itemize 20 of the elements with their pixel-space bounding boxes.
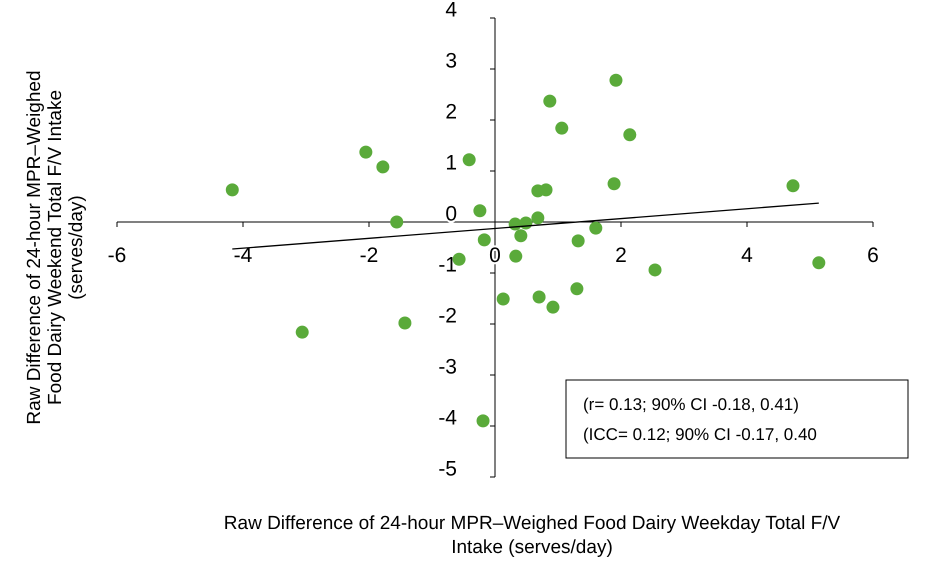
x-tick-label: -4 [234, 244, 253, 267]
x-tick-label: -2 [360, 244, 378, 267]
y-tick-label: -2 [438, 304, 457, 328]
annotation: (r= 0.13; 90% CI -0.18, 0.41) [583, 395, 799, 414]
y-tick-label: -3 [438, 355, 457, 378]
y-tick-label: 2 [445, 100, 457, 124]
x-tick-label: 6 [867, 244, 879, 267]
y-tick-label: -5 [438, 457, 457, 480]
annotation: (ICC= 0.12; 90% CI -0.17, 0.40 [583, 425, 817, 444]
x-tick-label: -6 [108, 244, 126, 267]
y-tick-label: -4 [438, 406, 458, 430]
y-tick-label: 4 [445, 0, 458, 22]
y-tick-label: 1 [445, 151, 457, 174]
y-tick-label: -1 [438, 253, 457, 276]
y-tick-label: 3 [445, 49, 457, 72]
x-axis-title: Raw Difference of 24-hour MPR–Weighed Food Dairy Weekday Total F/V Intake (serves/day) [224, 513, 841, 558]
y-axis-title: Raw Difference of 24-hour MPR–Weighed Food Dairy Weekend Total F/V Intake (serves/day) [24, 70, 87, 425]
x-tick-label: 2 [615, 244, 627, 267]
y-tick-label: 0 [445, 202, 457, 226]
x-tick-label: 4 [741, 244, 754, 267]
